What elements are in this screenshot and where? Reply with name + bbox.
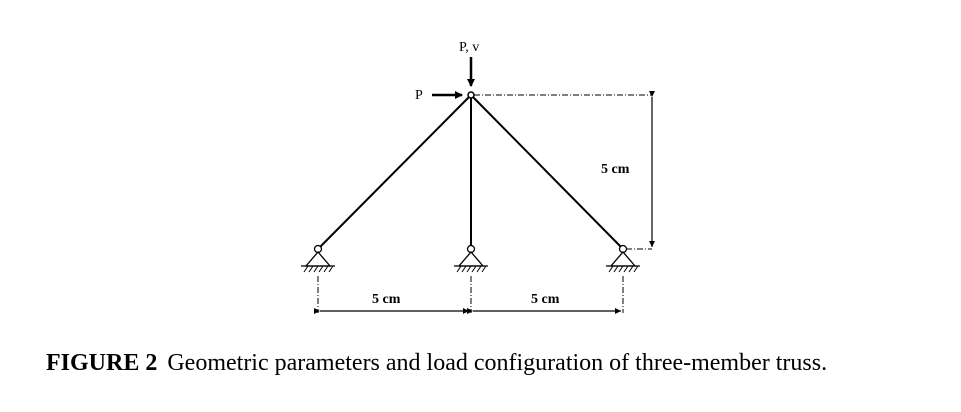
middle-support	[454, 244, 488, 273]
span-dimensions	[314, 276, 624, 314]
vertical-load-label: P, v	[459, 40, 479, 55]
figure-caption: FIGURE 2 Geometric parameters and load co…	[46, 350, 827, 377]
truss-members	[317, 94, 624, 250]
height-dimension	[474, 91, 655, 250]
figure-caption-text: Geometric parameters and load configurat…	[167, 350, 828, 376]
horizontal-load: P	[415, 88, 463, 103]
figure-number: FIGURE 2	[46, 350, 158, 376]
top-joint	[467, 91, 475, 99]
vertical-load: P, v	[459, 40, 479, 87]
left-support	[301, 244, 335, 273]
right-member	[470, 94, 624, 250]
left-member	[317, 94, 472, 250]
horizontal-load-label: P	[415, 88, 423, 103]
height-dimension-label: 5 cm	[601, 162, 630, 177]
right-support	[606, 244, 640, 273]
left-span-label: 5 cm	[372, 292, 401, 307]
right-span-label: 5 cm	[531, 292, 560, 307]
